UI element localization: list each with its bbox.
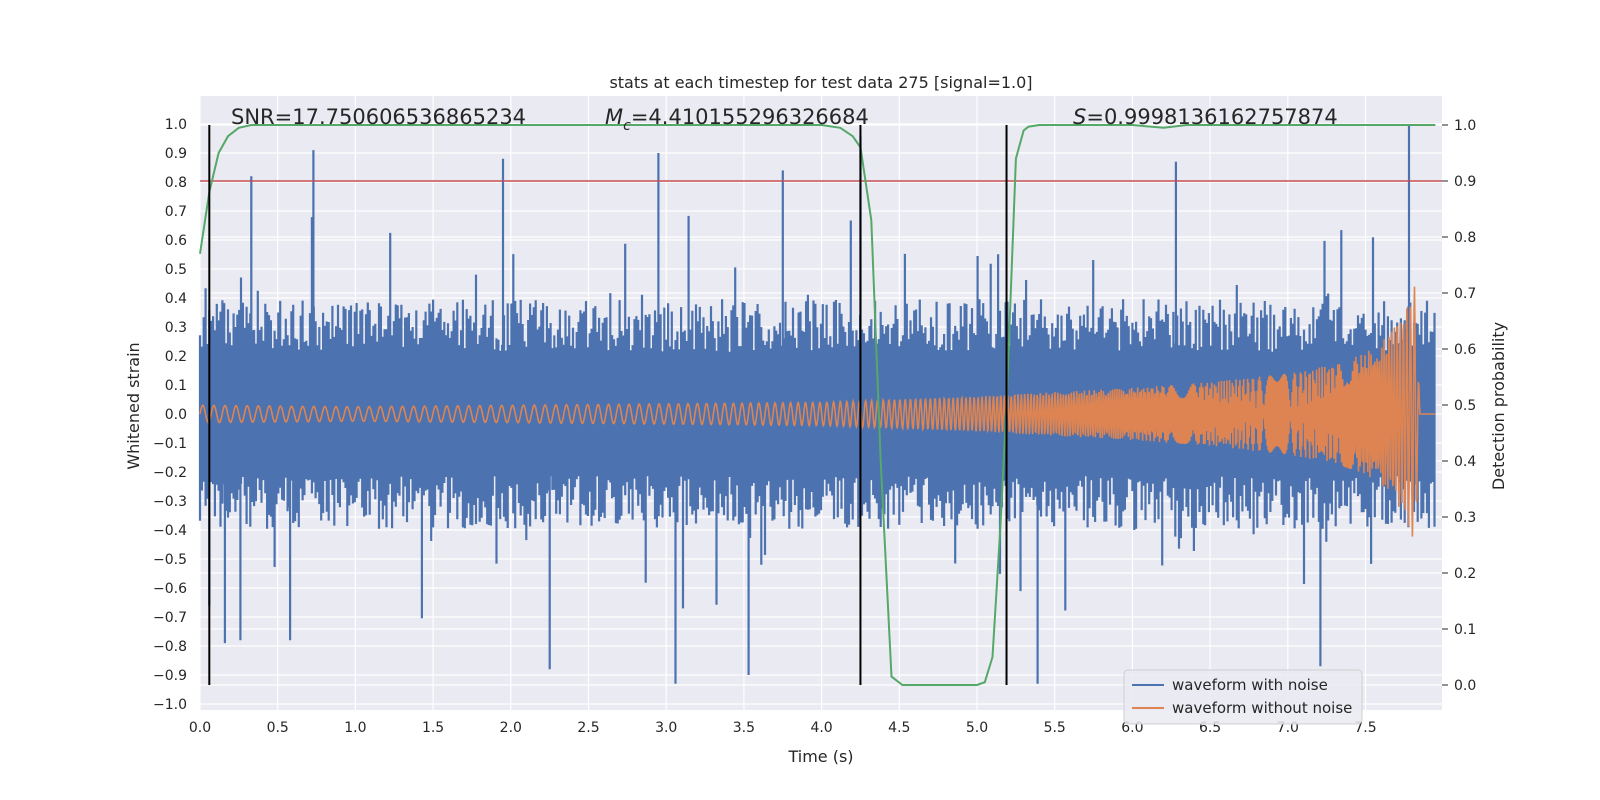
chart-title: stats at each timestep for test data 275… — [609, 73, 1032, 92]
y-tick-label: −0.9 — [153, 668, 187, 684]
x-tick-label: 5.5 — [1044, 720, 1066, 736]
y-tick-label: 0.0 — [165, 407, 187, 423]
legend-box — [1123, 669, 1363, 725]
y-tick-label: 0.4 — [165, 291, 187, 307]
x-tick-label: 0.5 — [267, 720, 289, 736]
x-tick-label: 2.5 — [577, 720, 599, 736]
series-waveform-without-noise — [199, 286, 1436, 537]
score-symbol: S — [1073, 105, 1086, 129]
y2-tick-label: 0.3 — [1454, 510, 1476, 526]
y-tick-label: −0.5 — [153, 552, 187, 568]
y-tick-label: 0.7 — [165, 204, 187, 220]
tick-labels: 0.0 0.5 1.0 1.5 2.0 2.5 3.0 3.5 4.0 4.5 5.0 5.5 6.0 6… — [153, 117, 1476, 736]
chirp-mass-symbol: M — [605, 105, 623, 129]
legend-label-waveform-with-noise: waveform with noise — [1172, 676, 1328, 694]
y-tick-label: 0.6 — [165, 233, 187, 249]
y2-tick-label: 1.0 — [1454, 118, 1476, 134]
chirp-mass-annotation: Mc=4.410155296326684 — [605, 105, 869, 134]
x-tick-label: 0.0 — [189, 720, 211, 736]
y-tick-label: −1.0 — [153, 697, 187, 713]
chirp-mass-subscript: c — [623, 118, 631, 134]
y2-tick-label: 0.5 — [1454, 398, 1476, 414]
y-tick-label: −0.8 — [153, 639, 187, 655]
x-tick-label: 4.5 — [888, 720, 910, 736]
waveform-without-noise-line — [199, 286, 1436, 537]
chirp-mass-value: =4.410155296326684 — [631, 105, 869, 129]
y-tick-label: −0.1 — [153, 436, 187, 452]
score-value: =0.9998136162757874 — [1086, 105, 1337, 129]
y2-tick-label: 0.2 — [1454, 566, 1476, 582]
vertical-markers — [208, 125, 1008, 685]
y2-tick-label: 0.7 — [1454, 286, 1476, 302]
y-tick-label: 0.8 — [165, 175, 187, 191]
y2-tick-label: 0.4 — [1454, 454, 1476, 470]
y-axis-label: Whitened strain — [124, 342, 143, 469]
x-tick-label: 1.0 — [344, 720, 366, 736]
y-tick-label: 0.9 — [165, 146, 187, 162]
snr-annotation: SNR=17.750606536865234 — [231, 105, 526, 129]
y2-tick-label: 0.8 — [1454, 230, 1476, 246]
y2-tick-label: 0.1 — [1454, 622, 1476, 638]
legend: waveform with noise waveform without noi… — [1123, 669, 1363, 725]
y-tick-label: 0.5 — [165, 262, 187, 278]
score-annotation: S=0.9998136162757874 — [1073, 105, 1338, 129]
y-tick-label: −0.4 — [153, 523, 187, 539]
x-tick-label: 2.0 — [500, 720, 522, 736]
y2-tick-label: 0.9 — [1454, 174, 1476, 190]
y-tick-label: 0.2 — [165, 349, 187, 365]
x-tick-label: 5.0 — [966, 720, 988, 736]
y2-tick-label: 0.6 — [1454, 342, 1476, 358]
x-tick-label: 1.5 — [422, 720, 444, 736]
legend-label-waveform-without-noise: waveform without noise — [1172, 699, 1352, 717]
series-detection-probability — [199, 124, 1436, 686]
y2-axis-label: Detection probability — [1489, 322, 1508, 490]
x-tick-label: 3.0 — [655, 720, 677, 736]
y-tick-label: −0.2 — [153, 465, 187, 481]
x-tick-label: 3.5 — [733, 720, 755, 736]
x-axis-label: Time (s) — [787, 747, 853, 766]
y-tick-label: −0.7 — [153, 610, 187, 626]
y-tick-label: 0.3 — [165, 320, 187, 336]
y-tick-label: −0.6 — [153, 581, 187, 597]
y-tick-label: −0.3 — [153, 494, 187, 510]
x-tick-label: 4.0 — [810, 720, 832, 736]
detection-probability-line — [199, 124, 1436, 686]
y-tick-label: 1.0 — [165, 117, 187, 133]
y-tick-label: 0.1 — [165, 378, 187, 394]
y2-tick-label: 0.0 — [1454, 678, 1476, 694]
